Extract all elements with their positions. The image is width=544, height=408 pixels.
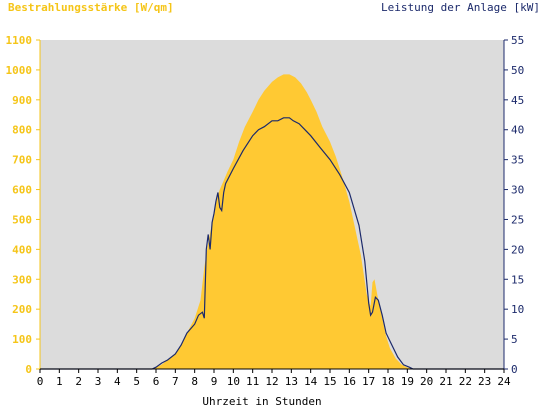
right-tick-label: 25 (511, 213, 524, 226)
x-tick-label: 1 (56, 375, 63, 388)
x-tick-label: 5 (133, 375, 140, 388)
right-tick-label: 35 (511, 154, 524, 167)
right-tick-label: 15 (511, 273, 524, 286)
left-tick-label: 200 (12, 303, 32, 316)
left-tick-label: 700 (12, 154, 32, 167)
x-tick-label: 0 (37, 375, 44, 388)
x-tick-label: 14 (304, 375, 318, 388)
left-axis-title: Bestrahlungsstärke [W/qm] (8, 1, 174, 14)
x-tick-label: 21 (439, 375, 452, 388)
right-tick-label: 40 (511, 124, 524, 137)
x-tick-label: 3 (95, 375, 102, 388)
x-tick-label: 6 (153, 375, 160, 388)
left-tick-label: 900 (12, 94, 32, 107)
x-tick-label: 18 (381, 375, 394, 388)
left-tick-label: 800 (12, 124, 32, 137)
left-tick-label: 300 (12, 273, 32, 286)
right-tick-label: 55 (511, 34, 524, 47)
left-tick-label: 600 (12, 184, 32, 197)
right-tick-label: 30 (511, 184, 524, 197)
x-tick-label: 19 (401, 375, 414, 388)
left-tick-label: 1000 (6, 64, 33, 77)
x-tick-label: 16 (343, 375, 356, 388)
x-tick-label: 9 (211, 375, 218, 388)
left-tick-label: 100 (12, 333, 32, 346)
x-tick-label: 12 (265, 375, 278, 388)
irradiance-area (40, 74, 504, 370)
x-tick-label: 23 (478, 375, 491, 388)
power-line (40, 117, 504, 370)
right-tick-label: 45 (511, 94, 524, 107)
x-tick-label: 24 (497, 375, 511, 388)
x-tick-label: 17 (362, 375, 375, 388)
right-tick-label: 50 (511, 64, 524, 77)
right-tick-label: 5 (511, 333, 518, 346)
left-tick-label: 400 (12, 243, 32, 256)
right-tick-label: 0 (511, 363, 518, 376)
x-tick-label: 10 (227, 375, 240, 388)
x-tick-label: 20 (420, 375, 433, 388)
x-tick-label: 11 (246, 375, 259, 388)
x-tick-label: 8 (191, 375, 198, 388)
right-tick-label: 10 (511, 303, 524, 316)
left-tick-label: 1100 (6, 34, 33, 47)
left-tick-label: 500 (12, 213, 32, 226)
x-tick-label: 13 (285, 375, 298, 388)
right-tick-label: 20 (511, 243, 524, 256)
x-tick-label: 15 (323, 375, 336, 388)
x-tick-label: 4 (114, 375, 121, 388)
x-tick-label: 22 (459, 375, 472, 388)
right-axis-title: Leistung der Anlage [kW] (381, 1, 540, 14)
x-tick-label: 2 (75, 375, 82, 388)
x-tick-label: 7 (172, 375, 179, 388)
left-tick-label: 0 (25, 363, 32, 376)
x-axis-title: Uhrzeit in Stunden (202, 395, 321, 408)
